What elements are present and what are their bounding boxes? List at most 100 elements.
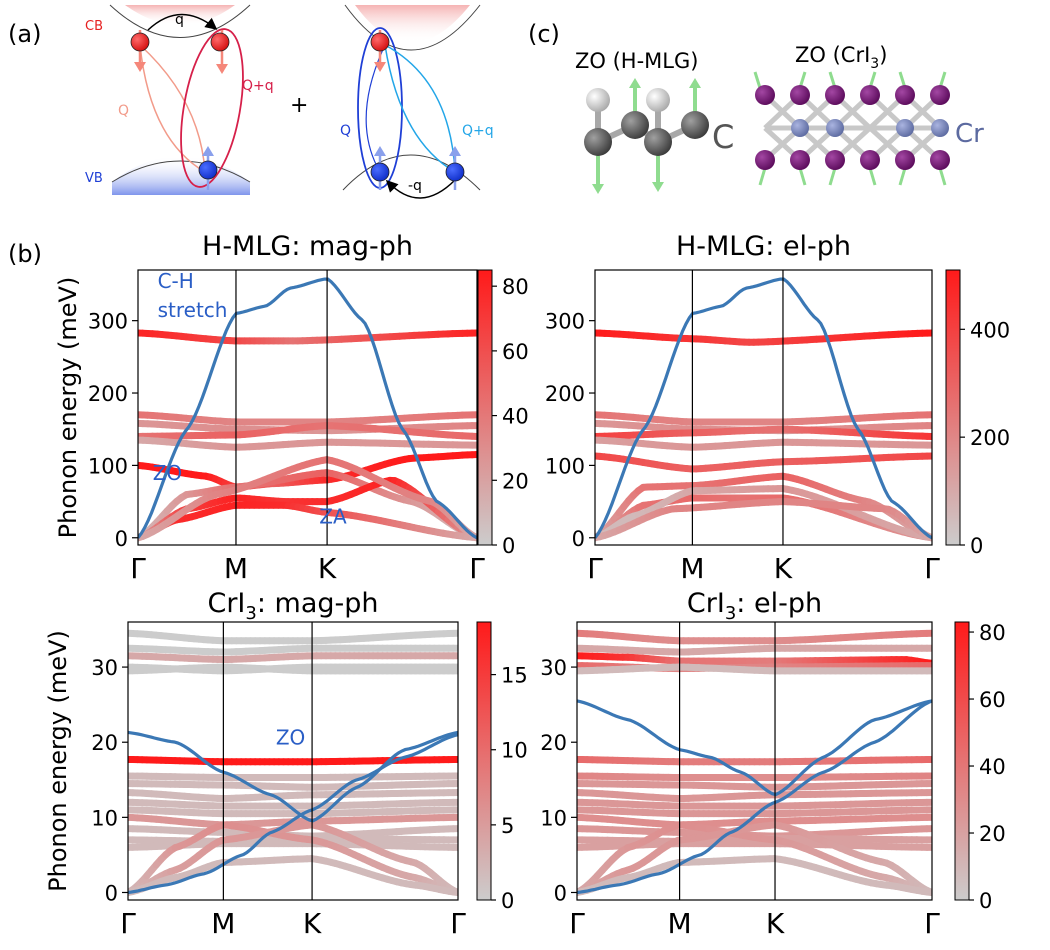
vb-hole-1 bbox=[198, 160, 218, 180]
Qq-loop bbox=[180, 28, 244, 188]
q-label: q bbox=[175, 12, 184, 28]
colorbar-tick-label: 40 bbox=[502, 405, 529, 429]
y-tick-label: 30 bbox=[540, 656, 567, 680]
phonon-band-9 bbox=[128, 789, 458, 803]
y-tick-label: 20 bbox=[540, 731, 567, 755]
spin-up-head-vb bbox=[202, 146, 214, 156]
chart-hmlg-el-ph: 0 100 200 300 Γ M K Γ H-MLG: el-ph 0 200 400 bbox=[545, 231, 1010, 585]
carbon-label: C bbox=[712, 118, 734, 156]
plot-frame bbox=[594, 269, 933, 546]
spin-down-head-2 bbox=[216, 64, 228, 74]
phonon-band-10 bbox=[128, 798, 458, 810]
x-tick-label: Γ bbox=[924, 552, 940, 585]
minus-q-arrow bbox=[385, 179, 456, 199]
x-tick-label: Γ bbox=[450, 907, 466, 940]
phonon-band-7 bbox=[128, 772, 458, 782]
annotation-label: ZA bbox=[319, 504, 347, 528]
panel-label-c: (c) bbox=[528, 20, 560, 48]
chart-title: H-MLG: mag-ph bbox=[202, 231, 413, 262]
colorbar-tick-label: 60 bbox=[502, 340, 529, 364]
Q-label-right: Q bbox=[340, 123, 351, 139]
phonon-band-2 bbox=[128, 644, 458, 656]
spin-down-head-right bbox=[374, 62, 386, 72]
x-tick-label: K bbox=[303, 907, 322, 940]
phonon-band-6 bbox=[595, 452, 932, 473]
x-tick-label: Γ bbox=[469, 552, 485, 585]
x-tick-label: Γ bbox=[130, 552, 146, 585]
phonon-band-2 bbox=[595, 411, 932, 426]
annotation-label: ZO bbox=[153, 461, 182, 485]
plot-frame bbox=[127, 621, 459, 901]
highlighted-band-acoustic bbox=[577, 699, 932, 895]
colorbar bbox=[945, 269, 961, 546]
y-tick-label: 0 bbox=[572, 527, 585, 551]
x-tick-label: M bbox=[680, 552, 704, 585]
highlighted-band bbox=[595, 277, 932, 540]
annotation-label: C-H bbox=[158, 269, 194, 293]
annotation-label: ZO bbox=[276, 725, 305, 749]
phonon-band-8 bbox=[128, 780, 458, 791]
phonon-band-4 bbox=[595, 425, 932, 440]
chart-title: CrI3: el-ph bbox=[687, 588, 822, 624]
y-axis-label: Phonon energy (meV) bbox=[44, 630, 72, 892]
colorbar-tick-label: 20 bbox=[979, 822, 1006, 846]
colorbar-tick-label: 40 bbox=[979, 755, 1006, 779]
colorbar-tick-label: 80 bbox=[502, 275, 529, 299]
phonon-band-18 bbox=[128, 855, 458, 896]
hydrogen-atom-1 bbox=[586, 88, 610, 112]
x-tick-label: K bbox=[774, 552, 793, 585]
colorbar-tick-label: 5 bbox=[501, 814, 514, 838]
hydrogen-atom-2 bbox=[646, 88, 670, 112]
y-tick-label: 10 bbox=[91, 806, 118, 830]
phonon-band-8 bbox=[577, 780, 932, 791]
band-segment bbox=[449, 888, 458, 896]
phonon-band-2 bbox=[138, 411, 477, 426]
y-tick-label: 200 bbox=[88, 382, 128, 406]
band-segment bbox=[923, 888, 932, 896]
carbon-atom-4 bbox=[681, 111, 709, 139]
Qq-label-right: Q+q bbox=[462, 123, 494, 139]
vb-hole-right-1 bbox=[370, 162, 390, 182]
chart-cri3-mag-ph: 0 10 20 30 Γ M K Γ CrI3: mag-ph Phonon energy (me… bbox=[44, 588, 528, 940]
annotation-label: stretch bbox=[158, 298, 228, 322]
chromium-atoms bbox=[791, 119, 949, 137]
phonon-band-18 bbox=[577, 855, 932, 896]
x-tick-label: Γ bbox=[924, 907, 940, 940]
colorbar bbox=[954, 621, 970, 901]
colorbar-tick-label: 20 bbox=[502, 469, 529, 493]
Q-path-right-2 bbox=[365, 44, 386, 173]
colorbar bbox=[477, 269, 493, 546]
x-tick-label: M bbox=[211, 907, 235, 940]
y-axis-label: Phonon energy (meV) bbox=[54, 277, 82, 539]
phonon-band-1 bbox=[577, 629, 932, 645]
chromium-label: Cr bbox=[955, 119, 984, 149]
hmlg-vibration-head-1 bbox=[592, 184, 604, 194]
highlighted-band-acoustic bbox=[128, 733, 458, 895]
phonon-band-11 bbox=[128, 806, 458, 818]
hmlg-vibration-head-2 bbox=[629, 78, 641, 88]
valence-band-fill bbox=[112, 156, 250, 195]
plus-sign: + bbox=[290, 93, 308, 118]
y-tick-label: 30 bbox=[91, 656, 118, 680]
y-tick-label: 10 bbox=[540, 806, 567, 830]
phonon-band-1 bbox=[595, 329, 932, 346]
cb-electron-right bbox=[370, 32, 390, 52]
phonon-band-7 bbox=[577, 772, 932, 782]
plot-area bbox=[128, 629, 458, 896]
phonon-band-6 bbox=[577, 755, 932, 766]
phonon-band-5 bbox=[128, 663, 458, 675]
panel-label-b: (b) bbox=[8, 240, 42, 268]
colorbar-tick-label: 15 bbox=[501, 664, 528, 688]
colorbar-tick-label: 0 bbox=[501, 889, 514, 913]
chart-title: CrI3: mag-ph bbox=[207, 588, 378, 624]
phonon-band-2 bbox=[577, 644, 932, 656]
plot-frame bbox=[576, 621, 933, 901]
x-tick-label: K bbox=[766, 907, 785, 940]
highlighted-band bbox=[128, 730, 458, 823]
phonon-band-12 bbox=[577, 813, 932, 829]
x-tick-label: M bbox=[224, 552, 248, 585]
hmlg-structure-title: ZO (H-MLG) bbox=[575, 49, 698, 73]
cb-electron-1 bbox=[130, 32, 150, 52]
x-tick-label: Γ bbox=[587, 552, 603, 585]
y-tick-label: 200 bbox=[545, 382, 585, 406]
